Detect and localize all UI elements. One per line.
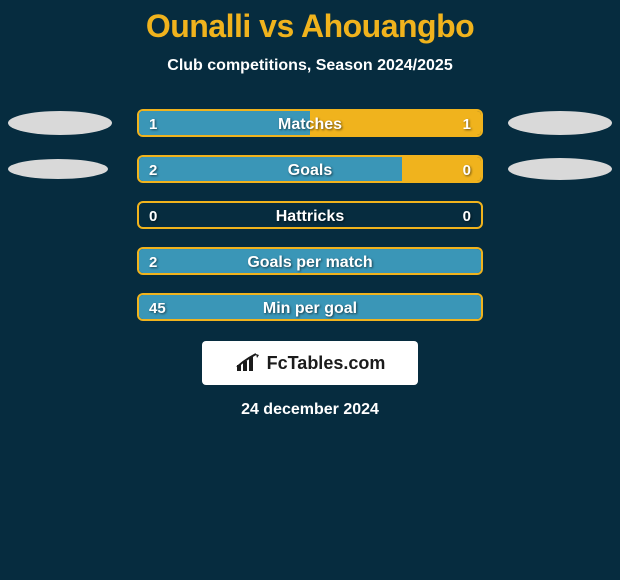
brand-badge: FcTables.com: [202, 341, 418, 385]
stat-rows: Matches11 Goals20 Hattricks0 0 Goals per mat…: [0, 109, 620, 321]
stat-bar: Min per goal45: [137, 293, 483, 321]
title-player-left: Ounalli: [146, 8, 251, 44]
subtitle: Club competitions, Season 2024/2025: [0, 57, 620, 75]
stat-bar-left: [139, 249, 481, 273]
stat-row: Goals20: [0, 155, 620, 183]
infographic-root: Ounalli vs Ahouangbo Club competitions, …: [0, 0, 620, 580]
stat-row: Matches11: [0, 109, 620, 137]
stat-bar-left: [139, 111, 310, 135]
title-player-right: Ahouangbo: [301, 8, 474, 44]
brand-chart-icon: [235, 353, 261, 373]
date-text: 24 december 2024: [0, 401, 620, 419]
avatar-placeholder-right: [508, 158, 612, 180]
avatar-placeholder-left: [8, 159, 108, 179]
stat-bar: Hattricks0 0: [137, 201, 483, 229]
stat-row: Hattricks0 0: [0, 201, 620, 229]
stat-value-right: 0: [463, 203, 471, 229]
stat-value-left: 0: [149, 203, 157, 229]
stat-bar-left: [139, 157, 402, 181]
stat-bar-left: [139, 295, 481, 319]
page-title: Ounalli vs Ahouangbo: [0, 0, 620, 45]
title-vs: vs: [251, 8, 301, 44]
brand-text: FcTables.com: [267, 353, 386, 374]
avatar-placeholder-right: [508, 111, 612, 135]
stat-row: Goals per match2: [0, 247, 620, 275]
stat-bar-right: [310, 111, 481, 135]
stat-bar: Matches11: [137, 109, 483, 137]
stat-label: Hattricks: [139, 203, 481, 229]
stat-bar-right: [402, 157, 481, 181]
stat-bar: Goals20: [137, 155, 483, 183]
avatar-placeholder-left: [8, 111, 112, 135]
stat-row: Min per goal45: [0, 293, 620, 321]
stat-bar: Goals per match2: [137, 247, 483, 275]
